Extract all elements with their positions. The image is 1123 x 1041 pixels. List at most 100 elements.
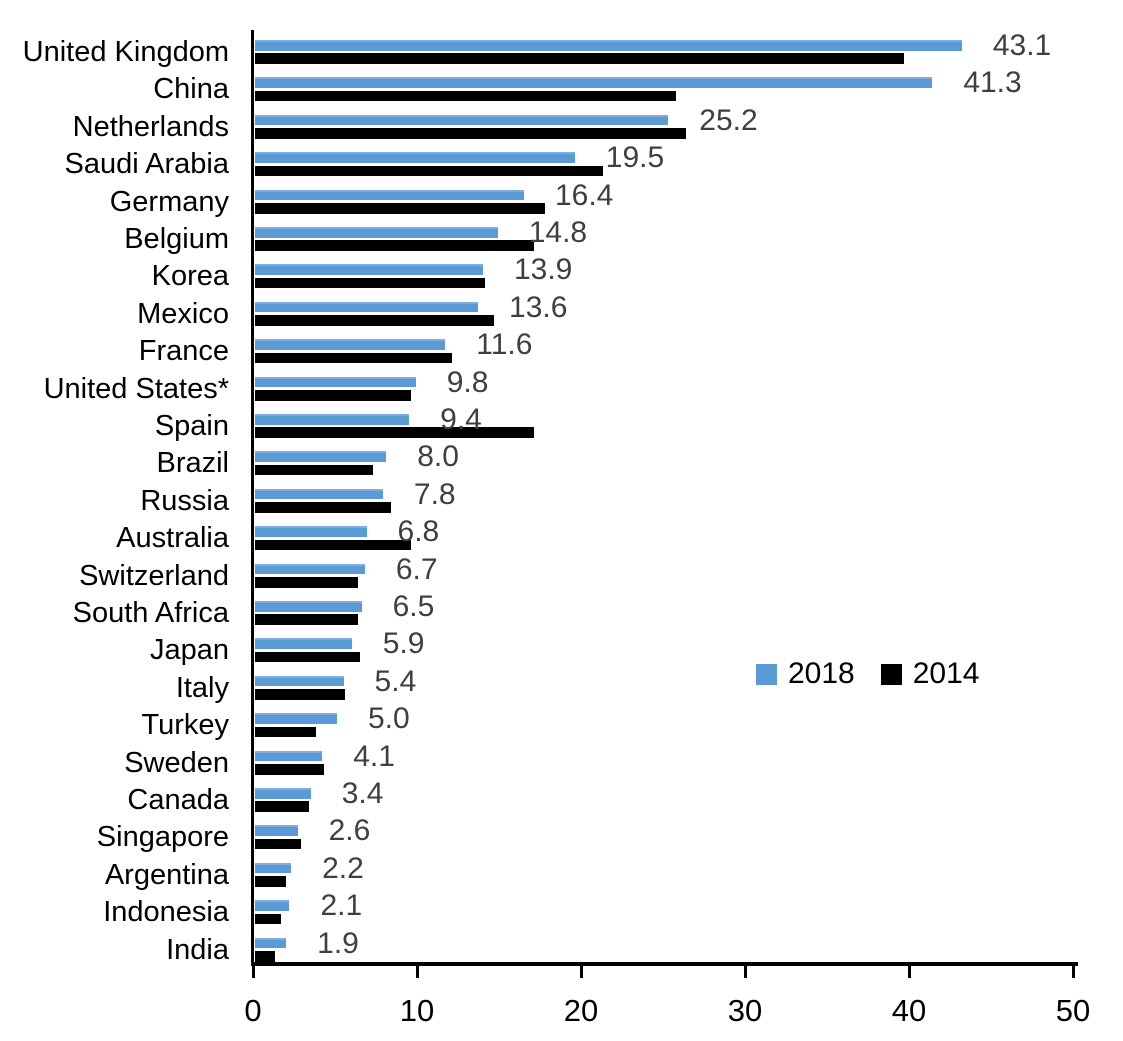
x-axis-tick-label: 0 [244,993,262,1028]
bar-2014 [255,352,452,364]
value-label: 14.8 [528,216,588,249]
category-label: France [138,335,229,368]
bar-2018 [255,264,483,276]
bar-2018 [255,488,383,500]
bar-2014 [255,577,359,588]
category-label: South Africa [72,597,229,629]
category-label: Switzerland [79,559,229,592]
bar-2018 [255,414,410,425]
bar-2014 [255,651,360,663]
bar-2014 [255,203,546,214]
bar-2018 [255,638,352,650]
category-label: Belgium [124,223,229,255]
bar-2014 [255,913,282,925]
value-label: 7.8 [413,477,456,511]
x-axis-line [251,962,1078,966]
x-axis-tick [907,966,911,978]
bar-2018 [255,40,962,51]
value-label: 5.0 [368,702,410,736]
bar-2014 [255,240,534,252]
bar-2018 [255,675,344,687]
bar-2014 [255,90,677,102]
legend-item-2018: 2018 [756,657,855,691]
value-label: 13.9 [513,253,573,287]
bar-2014 [255,502,392,513]
value-label: 9.4 [440,403,482,436]
value-label: 2.1 [320,889,363,923]
value-label: 2.2 [322,851,364,885]
value-label: 9.8 [446,365,489,399]
value-label: 5.9 [382,627,425,661]
category-label: Mexico [137,297,229,330]
value-label: 25.2 [699,103,758,137]
bar-2014 [255,614,359,626]
bar-2014 [255,539,411,551]
category-label: Netherlands [72,110,229,143]
bar-2014 [255,277,485,289]
bar-2014 [255,951,275,962]
bar-2018 [255,376,416,388]
bar-2018 [255,301,479,313]
value-label: 19.5 [605,141,665,175]
category-label: Indonesia [103,896,229,929]
x-axis-tick [579,966,583,978]
bar-2014 [255,165,603,177]
bar-2014 [255,128,687,139]
x-axis-tick-label: 30 [727,993,763,1028]
category-label: Korea [151,260,229,293]
x-axis-tick-label: 20 [563,993,599,1028]
bar-2018 [255,713,337,724]
category-label: Germany [109,185,229,218]
value-label: 3.4 [341,777,384,810]
value-label: 6.5 [392,590,435,623]
category-label: Italy [175,671,229,704]
bar-2014 [255,838,301,850]
value-label: 6.7 [395,552,438,586]
legend-swatch-2014-icon [880,663,902,685]
category-label: Saudi Arabia [64,148,229,181]
value-label: 6.8 [397,515,440,549]
category-label: Spain [154,410,229,442]
category-label: Singapore [96,821,229,854]
value-label: 5.4 [374,664,417,698]
legend-swatch-2018-icon [756,663,777,685]
value-label: 11.6 [476,328,533,362]
bar-2018 [255,114,669,126]
legend-label: 2014 [912,657,980,690]
bar-2014 [255,390,411,401]
legend-label: 2018 [788,657,855,690]
bar-2018 [255,862,292,874]
value-label: 41.3 [963,66,1022,100]
bar-2018 [255,339,446,350]
value-label: 43.1 [992,29,1052,62]
x-axis-tick [251,966,255,978]
bar-2018 [255,788,311,799]
x-axis-tick [1071,966,1075,978]
category-label: United Kingdom [22,36,229,68]
bar-2014 [255,876,287,887]
category-label: Brazil [156,447,229,480]
bar-2018 [255,900,290,911]
x-axis-tick-label: 40 [891,993,927,1028]
category-label: Japan [149,634,229,667]
bar-2018 [255,451,387,463]
bar-2014 [255,427,534,439]
x-axis-tick-label: 50 [1055,993,1091,1028]
category-label: India [166,933,229,966]
x-axis-tick [743,966,747,978]
bar-2014 [255,689,346,700]
x-axis-tick-label: 10 [399,993,435,1028]
bar-2014 [255,315,495,326]
bar-2018 [255,563,365,575]
bar-2018 [255,77,933,89]
legend-item-2014: 2014 [880,657,980,691]
category-label: Russia [140,484,229,517]
value-label: 4.1 [353,739,395,773]
legend: 2018 2014 [756,657,980,691]
bar-2014 [255,764,324,775]
y-axis-line [251,30,254,966]
bar-2018 [255,189,524,201]
value-label: 2.6 [328,814,371,848]
category-label: Canada [127,784,229,816]
